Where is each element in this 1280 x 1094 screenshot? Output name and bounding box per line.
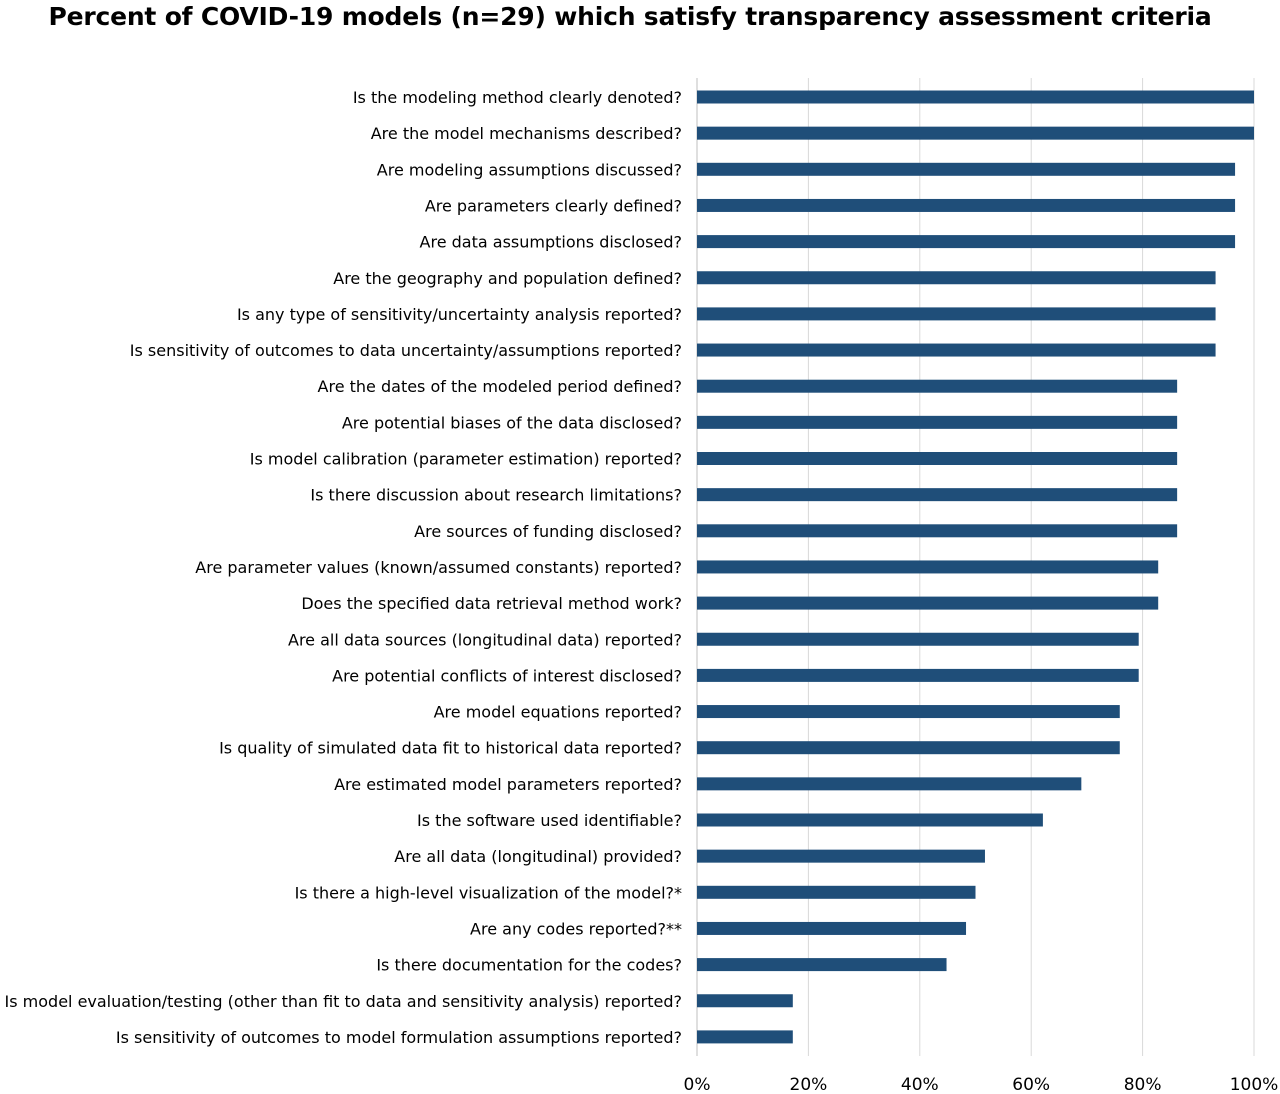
bar	[697, 741, 1120, 755]
category-label: Is quality of simulated data fit to hist…	[219, 739, 682, 758]
bar	[697, 126, 1254, 140]
x-axis-tick-labels: 0% 20% 40% 60% 80% 100%	[684, 1075, 1279, 1094]
category-label: Is sensitivity of outcomes to model form…	[116, 1028, 682, 1047]
category-label: Is the software used identifiable?	[417, 811, 682, 830]
category-label: Are the model mechanisms described?	[371, 124, 682, 143]
category-label: Are sources of funding disclosed?	[414, 522, 682, 541]
category-label: Does the specified data retrieval method…	[301, 594, 682, 613]
category-label: Is there documentation for the codes?	[376, 956, 682, 975]
bar	[697, 632, 1139, 646]
bar	[697, 885, 976, 899]
bar	[697, 90, 1254, 104]
bar	[697, 452, 1178, 465]
category-label: Are the geography and population defined…	[333, 269, 682, 288]
category-label: Is there a high-level visualization of t…	[295, 883, 682, 902]
category-label: Are all data sources (longitudinal data)…	[288, 630, 682, 649]
category-label: Is there discussion about research limit…	[310, 486, 682, 505]
category-label: Is any type of sensitivity/uncertainty a…	[237, 305, 682, 324]
bar	[697, 488, 1178, 502]
x-tick-label: 40%	[901, 1075, 939, 1094]
bar	[697, 379, 1178, 393]
x-tick-label: 20%	[790, 1075, 828, 1094]
bar	[697, 994, 793, 1008]
bar	[697, 958, 947, 972]
category-label: Are estimated model parameters reported?	[334, 775, 682, 794]
category-label: Are potential conflicts of interest disc…	[332, 666, 682, 685]
bar	[697, 524, 1178, 538]
bar	[697, 415, 1178, 429]
bar	[697, 271, 1216, 285]
bar	[697, 705, 1120, 719]
category-label: Are any codes reported?**	[470, 919, 682, 938]
bar	[697, 162, 1236, 176]
bar	[697, 235, 1236, 249]
category-labels: Is the modeling method clearly denoted? A…	[5, 88, 682, 1047]
x-tick-label: 0%	[684, 1075, 711, 1094]
bar	[697, 596, 1159, 610]
category-label: Is model evaluation/testing (other than …	[5, 992, 682, 1011]
category-label: Are model equations reported?	[434, 703, 682, 722]
x-tick-label: 100%	[1230, 1075, 1279, 1094]
category-label: Are all data (longitudinal) provided?	[394, 847, 682, 866]
bar	[697, 307, 1216, 321]
category-label: Are parameter values (known/assumed cons…	[195, 558, 682, 577]
bar	[697, 813, 1043, 827]
category-label: Is the modeling method clearly denoted?	[353, 88, 682, 107]
bar	[697, 668, 1139, 682]
category-label: Is model calibration (parameter estimati…	[250, 450, 682, 469]
bar	[697, 560, 1159, 574]
category-label: Are data assumptions disclosed?	[420, 233, 682, 252]
x-tick-label: 80%	[1124, 1075, 1162, 1094]
bar	[697, 921, 967, 935]
x-tick-label: 60%	[1012, 1075, 1050, 1094]
bar	[697, 777, 1082, 791]
bars	[697, 90, 1254, 1044]
category-label: Are parameters clearly defined?	[425, 196, 682, 215]
bar	[697, 343, 1216, 357]
bar	[697, 198, 1236, 212]
chart-title: Percent of COVID-19 models (n=29) which …	[48, 2, 1212, 31]
category-label: Are the dates of the modeled period defi…	[318, 377, 682, 396]
bar	[697, 849, 985, 863]
bar	[697, 1030, 793, 1044]
category-label: Is sensitivity of outcomes to data uncer…	[130, 341, 682, 360]
category-label: Are potential biases of the data disclos…	[342, 413, 682, 432]
category-label: Are modeling assumptions discussed?	[377, 160, 682, 179]
